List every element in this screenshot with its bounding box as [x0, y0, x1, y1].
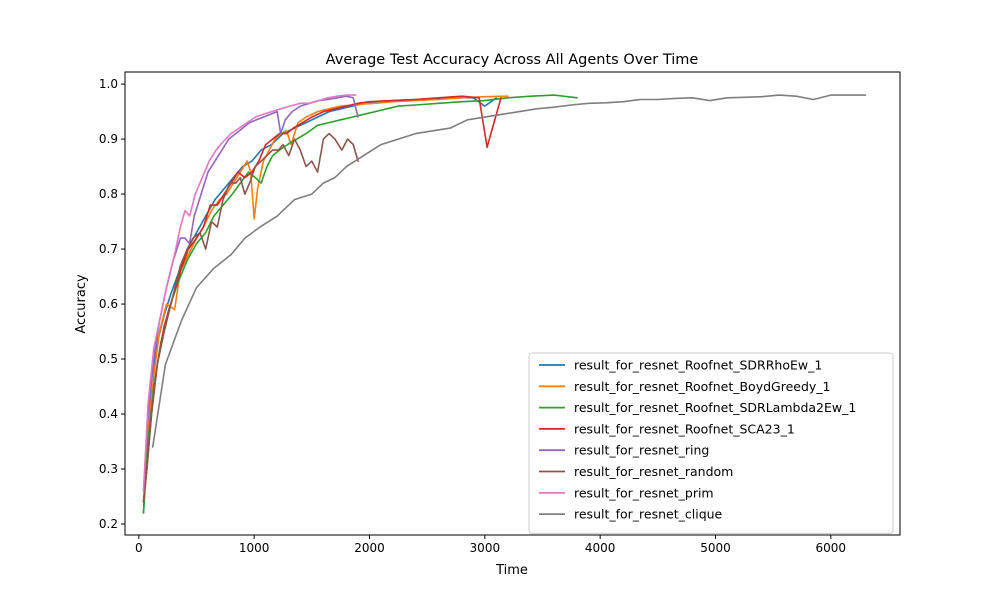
y-axis-label: Accuracy: [74, 274, 89, 334]
x-tick-label: 0: [135, 541, 143, 555]
y-tick-label: 1.0: [99, 77, 118, 91]
series-line-7: [142, 94, 357, 492]
y-tick-label: 0.7: [99, 242, 118, 256]
x-tick-label: 5000: [700, 541, 731, 555]
legend-entry-label: result_for_resnet_Roofnet_SDRLambda2Ew_1: [574, 400, 856, 415]
series-line-8: [151, 94, 867, 448]
x-tick-label: 2000: [354, 541, 385, 555]
y-tick-label: 0.6: [99, 297, 118, 311]
legend-entry-label: result_for_resnet_Roofnet_SCA23_1: [574, 421, 795, 436]
series-line-4: [142, 95, 502, 503]
x-axis-label: Time: [495, 563, 528, 578]
legend-entry-label: result_for_resnet_random: [574, 464, 733, 479]
x-tick-label: 4000: [585, 541, 616, 555]
y-axis-ticks: 0.2 0.3 0.4 0.5 0.6 0.7 0.8 0.9 1.0: [99, 77, 125, 531]
legend-entry-label: result_for_resnet_prim: [574, 485, 714, 500]
x-tick-label: 1000: [239, 541, 270, 555]
x-tick-label: 3000: [470, 541, 501, 555]
series-lines-group: [142, 94, 867, 514]
chart-title: Average Test Accuracy Across All Agents …: [326, 52, 699, 68]
legend-entry-label: result_for_resnet_Roofnet_SDRRhoEw_1: [574, 358, 822, 373]
x-axis-ticks: 0 1000 2000 3000 4000 5000 6000: [135, 535, 846, 555]
legend-entry-label: result_for_resnet_ring: [574, 443, 709, 458]
legend: result_for_resnet_Roofnet_SDRRhoEw_1resu…: [528, 352, 894, 534]
legend-entry-label: result_for_resnet_clique: [574, 507, 723, 522]
y-tick-label: 0.5: [99, 352, 118, 366]
x-tick-label: 6000: [816, 541, 847, 555]
series-line-6: [142, 132, 359, 503]
legend-entry-label: result_for_resnet_Roofnet_BoydGreedy_1: [574, 379, 831, 394]
y-tick-label: 0.2: [99, 517, 118, 531]
plot-frame: [124, 71, 901, 536]
y-tick-label: 0.4: [99, 407, 118, 421]
y-tick-label: 0.9: [99, 132, 118, 146]
legend-frame: [528, 352, 894, 534]
y-tick-label: 0.8: [99, 187, 118, 201]
y-tick-label: 0.3: [99, 462, 118, 476]
